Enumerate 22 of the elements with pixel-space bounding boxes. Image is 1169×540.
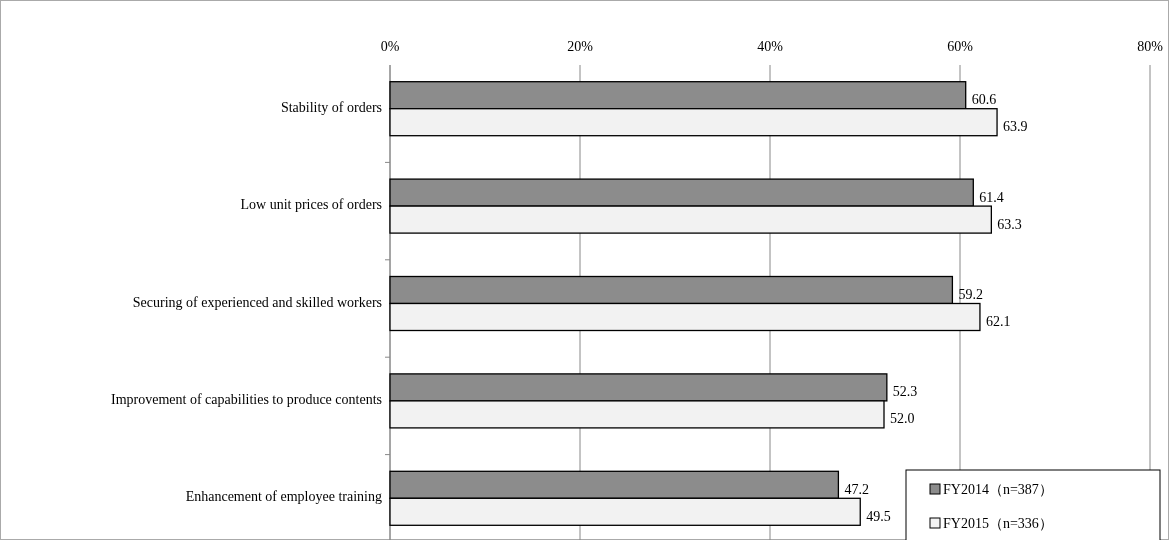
legend-label: FY2014（n=387） <box>943 482 1053 497</box>
legend-label: FY2015（n=336） <box>943 516 1053 531</box>
data-label: 61.4 <box>979 189 1004 205</box>
y-tick-label: Low unit prices of orders <box>240 197 382 213</box>
data-label: 59.2 <box>958 287 983 302</box>
data-label: 47.2 <box>844 481 869 497</box>
data-label: 63.9 <box>1003 119 1028 135</box>
x-tick-label: 60% <box>947 39 974 54</box>
y-tick-label: Stability of orders <box>280 99 382 115</box>
x-tick-label: 20% <box>567 39 594 54</box>
data-label: 52.0 <box>890 411 915 427</box>
data-label: 63.3 <box>997 216 1022 232</box>
y-tick-label: Securing of experienced and skilled workers <box>132 294 382 310</box>
data-label: 52.3 <box>892 384 918 400</box>
x-tick-label: 40% <box>757 39 784 54</box>
data-label: 60.6 <box>971 92 997 108</box>
data-label: 62.1 <box>985 314 1011 329</box>
y-tick-label: Improvement of capabilities to produce contents <box>111 391 382 407</box>
y-tick-label: Enhancement of employee training <box>185 489 382 505</box>
x-tick-label: 0% <box>380 39 400 54</box>
data-label: 49.5 <box>866 508 891 524</box>
x-tick-label: 80% <box>1137 39 1164 54</box>
